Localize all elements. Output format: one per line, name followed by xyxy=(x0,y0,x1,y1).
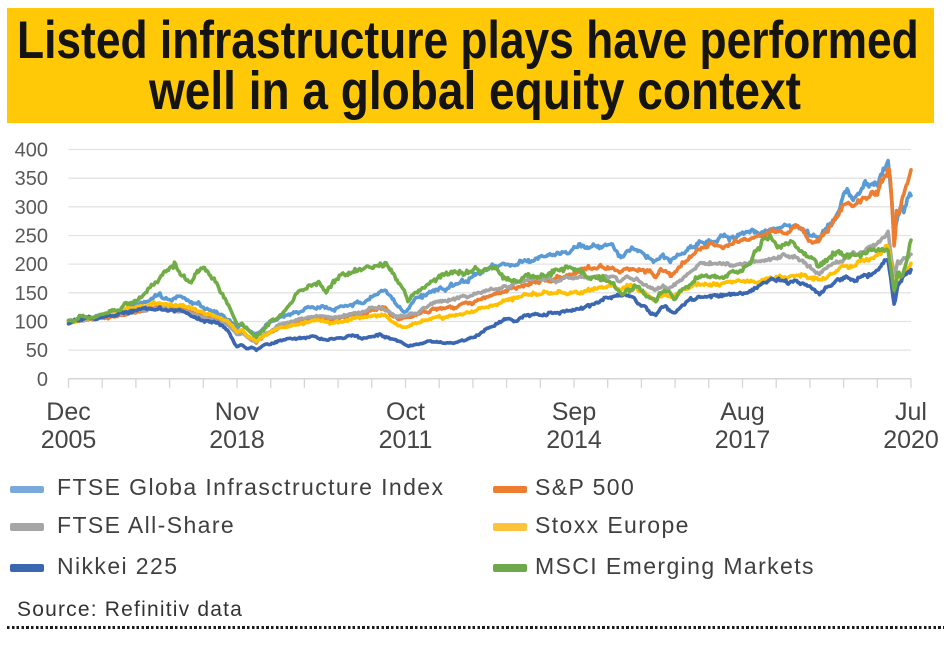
svg-text:2018: 2018 xyxy=(209,426,265,454)
svg-text:50: 50 xyxy=(26,340,48,362)
svg-text:Sep: Sep xyxy=(552,398,596,426)
svg-text:350: 350 xyxy=(15,168,48,190)
svg-text:100: 100 xyxy=(15,312,48,334)
svg-text:200: 200 xyxy=(15,254,48,276)
svg-text:250: 250 xyxy=(15,226,48,248)
svg-text:2011: 2011 xyxy=(379,426,433,454)
svg-text:400: 400 xyxy=(15,140,48,162)
svg-text:300: 300 xyxy=(15,197,48,219)
svg-text:Jul: Jul xyxy=(895,398,927,426)
svg-text:Dec: Dec xyxy=(46,398,90,426)
svg-text:Nov: Nov xyxy=(215,398,260,426)
svg-text:Oct: Oct xyxy=(386,398,425,426)
svg-text:2014: 2014 xyxy=(546,426,602,454)
svg-text:0: 0 xyxy=(37,369,48,391)
svg-text:150: 150 xyxy=(15,283,48,305)
svg-text:2005: 2005 xyxy=(41,426,97,454)
svg-text:2020: 2020 xyxy=(883,426,939,454)
svg-text:Aug: Aug xyxy=(720,398,764,426)
svg-text:2017: 2017 xyxy=(715,426,771,454)
